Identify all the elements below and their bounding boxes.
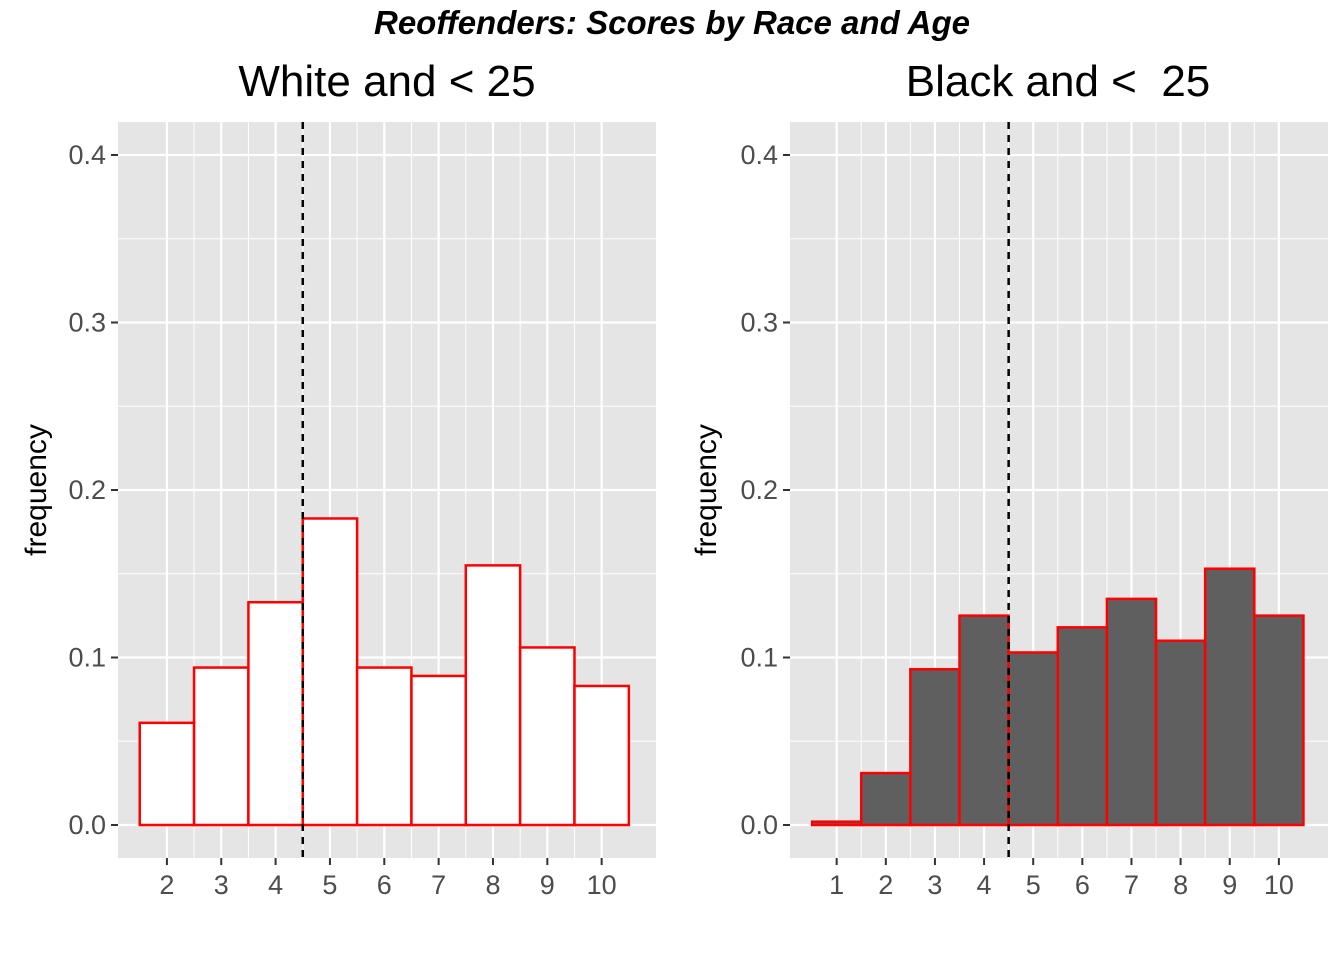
y-axis-label: frequency: [20, 424, 53, 556]
x-tick-label: 9: [540, 870, 555, 900]
y-tick-label: 0.2: [740, 475, 778, 505]
x-tick-label: 6: [1075, 870, 1090, 900]
y-tick-label: 0.1: [68, 643, 106, 673]
bar-score-9: [1203, 567, 1256, 827]
bar-score-2: [138, 721, 196, 827]
x-tick-label: 5: [322, 870, 337, 900]
bar-score-3: [909, 667, 961, 827]
x-tick-label: 1: [829, 870, 844, 900]
bar-score-7: [1105, 597, 1158, 827]
bar-score-7: [410, 674, 468, 827]
bar-score-4: [958, 614, 1010, 827]
y-tick-label: 0.4: [740, 140, 778, 170]
bar-score-5: [301, 517, 359, 827]
x-tick-label: 8: [485, 870, 500, 900]
bar-score-3: [192, 666, 250, 827]
bar-score-4: [247, 600, 305, 827]
bar-score-1: [810, 820, 863, 827]
y-axis-label: frequency: [690, 424, 723, 556]
x-tick-label: 4: [977, 870, 992, 900]
y-tick-label: 0.2: [68, 475, 106, 505]
x-tick-label: 9: [1222, 870, 1237, 900]
x-tick-label: 5: [1026, 870, 1041, 900]
bar-score-8: [464, 564, 522, 827]
bar-score-5: [1007, 651, 1060, 827]
y-tick-label: 0.3: [68, 308, 106, 338]
bar-score-10: [573, 684, 631, 827]
chart-title: Reoffenders: Scores by Race and Age: [374, 4, 970, 41]
panel-title: White and < 25: [238, 57, 535, 106]
y-tick-label: 0.0: [740, 810, 778, 840]
x-tick-label: 10: [1264, 870, 1294, 900]
panel-title: Black and < 25: [906, 57, 1211, 106]
x-tick-label: 3: [214, 870, 229, 900]
x-tick-label: 2: [878, 870, 893, 900]
panel-black-under-25: 0.0 0.1 0.2 0.3 0.4 1 2 3 4 5 6 7 8 9 10 Black and < 25…: [690, 57, 1328, 900]
bar-score-10: [1253, 614, 1305, 827]
y-tick-label: 0.4: [68, 140, 106, 170]
x-tick-label: 4: [268, 870, 283, 900]
y-tick-label: 0.0: [68, 810, 106, 840]
y-tick-label: 0.1: [740, 643, 778, 673]
x-tick-label: 3: [927, 870, 942, 900]
x-tick-label: 6: [377, 870, 392, 900]
x-tick-label: 2: [159, 870, 174, 900]
bar-score-6: [355, 666, 413, 827]
y-tick-label: 0.3: [740, 308, 778, 338]
x-tick-label: 8: [1173, 870, 1188, 900]
bar-score-8: [1154, 639, 1207, 827]
bar-score-9: [518, 646, 576, 827]
bar-score-2: [859, 771, 912, 827]
x-tick-label: 7: [1124, 870, 1139, 900]
bar-score-6: [1056, 626, 1109, 827]
panel-white-under-25: 0.0 0.1 0.2 0.3 0.4 2 3 4 5 6 7 8 9 10 White and < 25 f…: [20, 57, 656, 900]
x-tick-label: 7: [431, 870, 446, 900]
x-tick-label: 10: [587, 870, 617, 900]
